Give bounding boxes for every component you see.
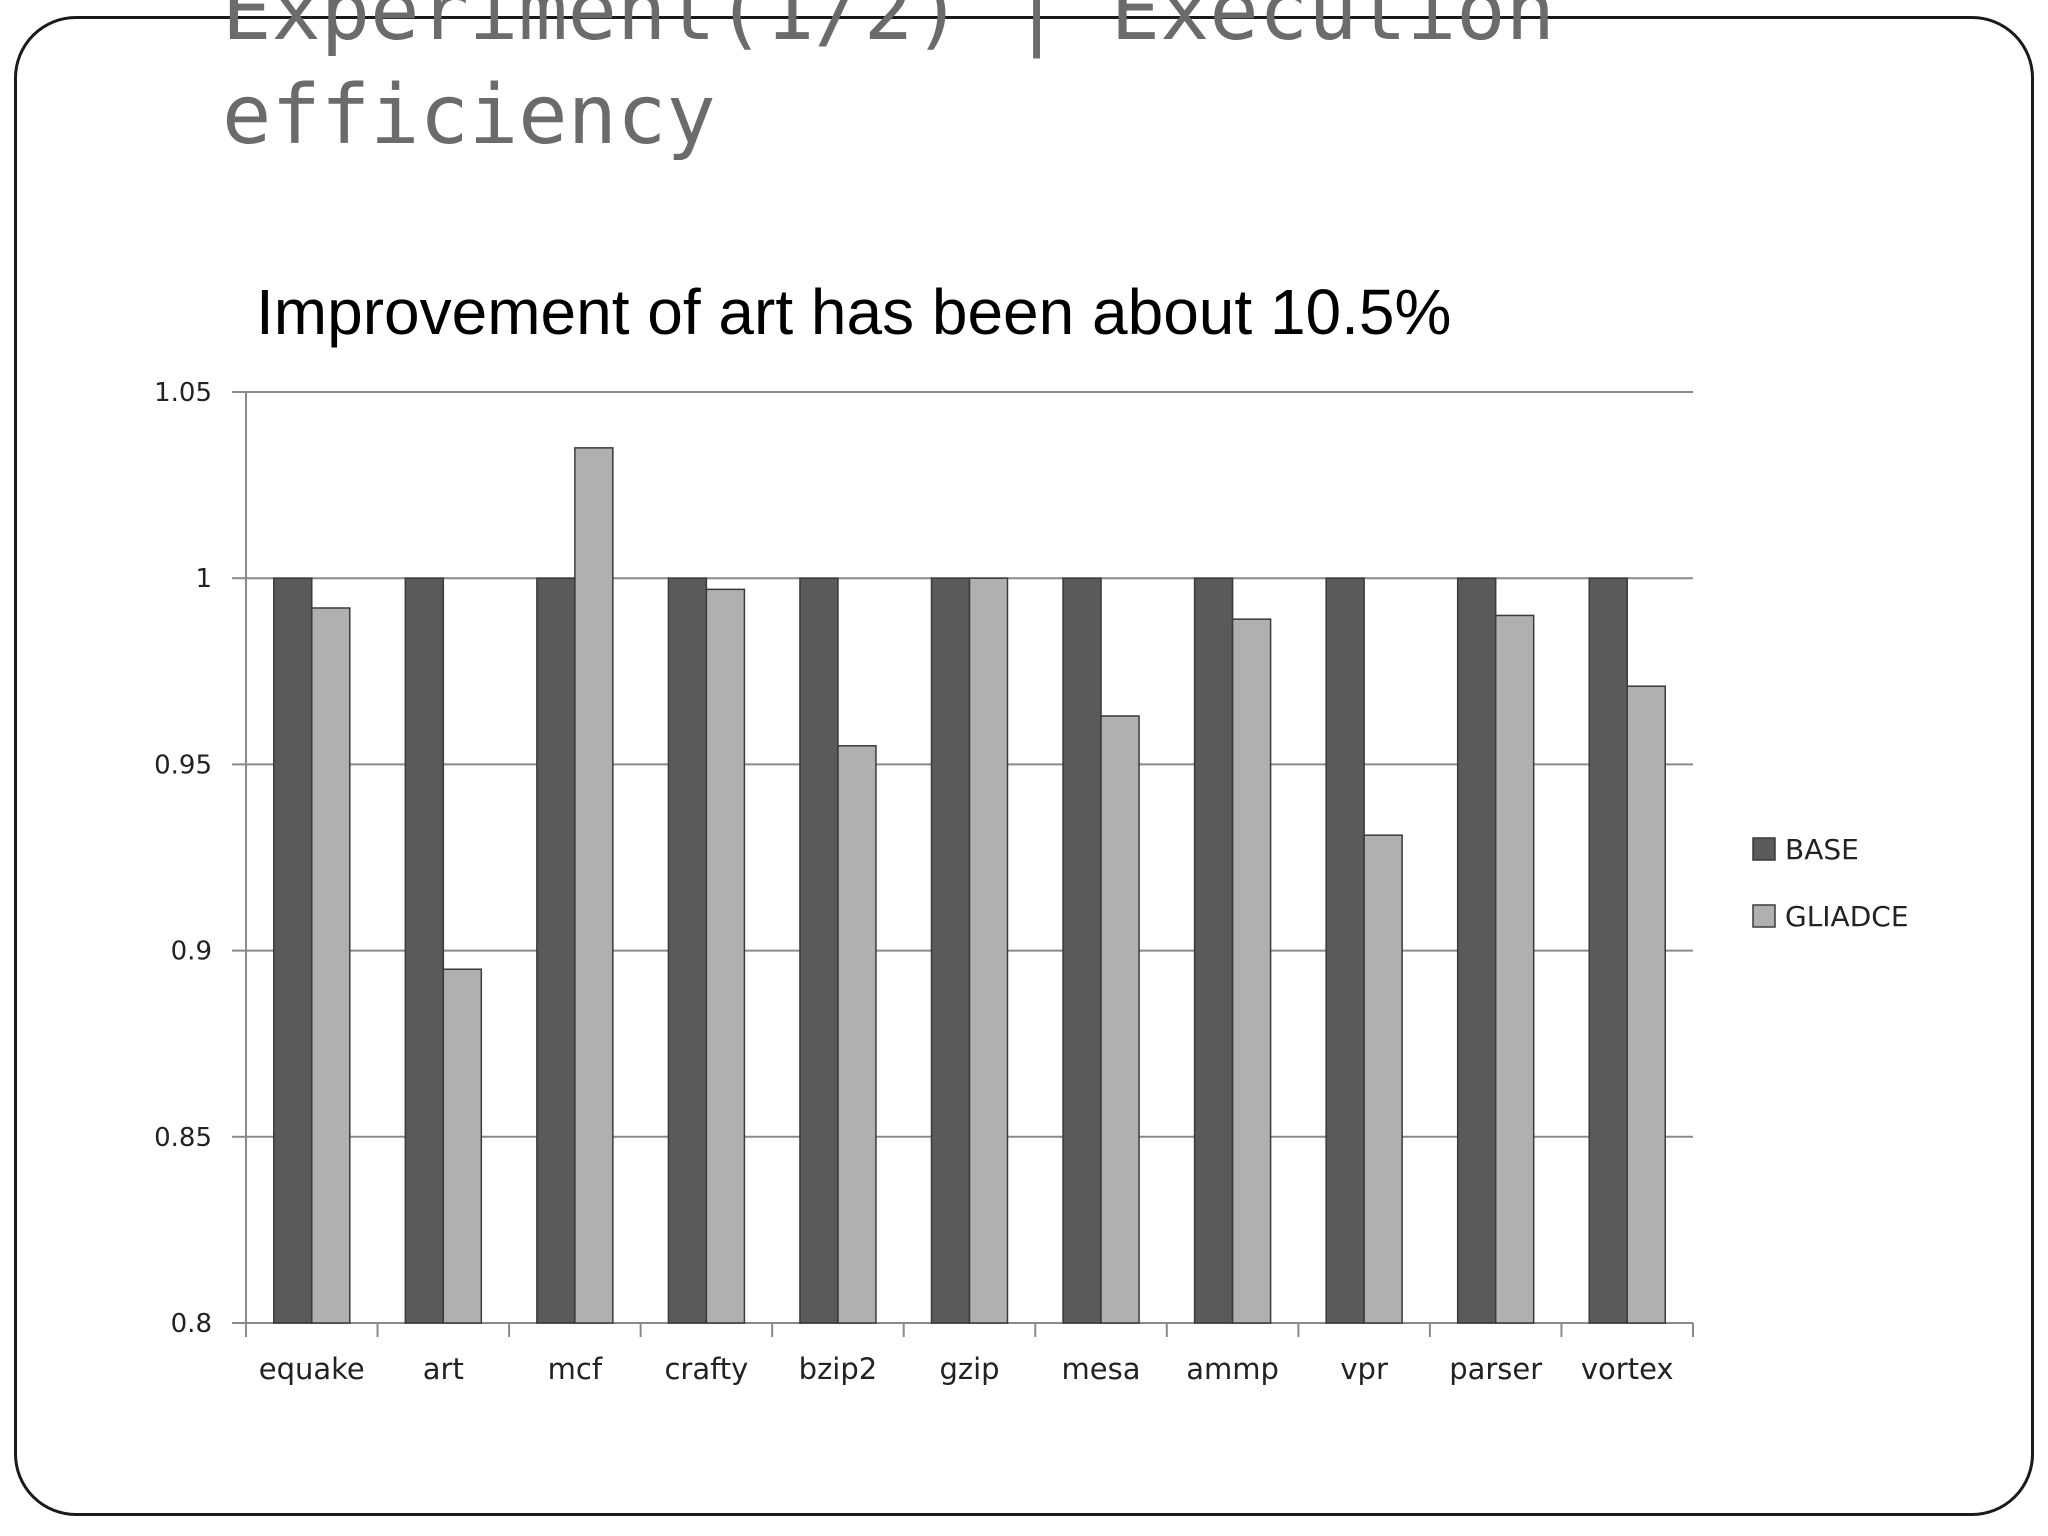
bar-gliadce-bzip2	[837, 745, 877, 1324]
axis-labels: 0.8 0.85 0.9 0.95 1 1.05 equake art mcf crafty bzi…	[154, 378, 1673, 1386]
bars	[273, 447, 1666, 1324]
bar-base-ammp	[1193, 577, 1234, 1324]
legend-label-gliadce: GLIADCE	[1785, 900, 1909, 933]
bar-gliadce-vpr	[1363, 834, 1403, 1324]
x-category-label: gzip	[939, 1352, 999, 1386]
bar-base-crafty	[667, 577, 708, 1324]
bar-base-bzip2	[799, 577, 839, 1324]
x-category-label: mesa	[1062, 1352, 1141, 1386]
bar-base-art	[404, 577, 445, 1324]
bar-gliadce-ammp	[1231, 618, 1272, 1324]
x-category-label: mcf	[548, 1352, 603, 1386]
bar-gliadce-parser	[1494, 614, 1535, 1324]
bar-base-gzip	[930, 577, 971, 1324]
bar-base-mcf	[536, 577, 576, 1324]
legend: BASE GLIADCE	[1752, 833, 1909, 933]
x-category-label: parser	[1449, 1352, 1542, 1386]
legend-label-base: BASE	[1785, 833, 1859, 866]
bar-gliadce-mesa	[1100, 715, 1140, 1324]
bar-base-equake	[273, 577, 313, 1324]
chart-title: Improvement of art has been about 10.5%	[256, 276, 1452, 348]
bar-gliadce-vortex	[1626, 685, 1666, 1324]
x-category-label: equake	[259, 1352, 365, 1386]
y-tick-label: 1	[195, 564, 212, 594]
bar-base-mesa	[1062, 577, 1102, 1324]
bar-base-vpr	[1325, 577, 1365, 1324]
slide-title: Experiment(1/2) | Execution efficiency	[222, 0, 1555, 163]
x-category-label: art	[423, 1352, 464, 1386]
legend-swatch-gliadce	[1752, 904, 1776, 928]
y-tick-label: 0.85	[154, 1123, 212, 1153]
bar-base-vortex	[1588, 577, 1628, 1324]
bar-gliadce-crafty	[705, 588, 746, 1324]
y-tick-label: 0.95	[154, 750, 212, 780]
bar-gliadce-equake	[311, 607, 351, 1324]
x-category-label: crafty	[664, 1352, 748, 1386]
x-category-label: vpr	[1340, 1352, 1388, 1386]
x-category-label: ammp	[1186, 1352, 1279, 1386]
y-tick-label: 0.9	[171, 937, 212, 967]
bar-gliadce-mcf	[574, 447, 614, 1324]
slide-frame	[14, 16, 2034, 1516]
bar-gliadce-art	[442, 968, 483, 1324]
legend-swatch-base	[1752, 837, 1776, 861]
y-tick-label: 1.05	[154, 378, 212, 408]
x-category-label: bzip2	[799, 1352, 878, 1386]
bar-base-parser	[1456, 577, 1497, 1324]
bar-gliadce-gzip	[968, 577, 1009, 1324]
y-tick-label: 0.8	[171, 1309, 212, 1339]
x-category-label: vortex	[1581, 1352, 1674, 1386]
